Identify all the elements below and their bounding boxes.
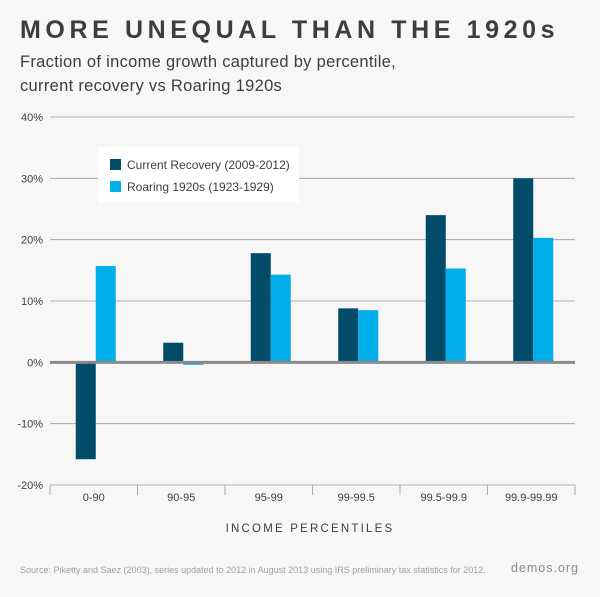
bar-current-99-99.5 bbox=[338, 308, 359, 363]
y-tick-label: 40% bbox=[21, 112, 43, 124]
y-tick-label: 30% bbox=[21, 173, 43, 185]
x-tick-label: 99.9-99.99 bbox=[505, 492, 558, 504]
x-tick-label: 0-90 bbox=[83, 492, 105, 504]
bar-current-99.9-99.99 bbox=[513, 178, 534, 363]
y-tick-label: 10% bbox=[21, 296, 43, 308]
legend-box bbox=[98, 147, 299, 203]
x-tick-label: 99.5-99.9 bbox=[421, 492, 467, 504]
legend-swatch-current bbox=[110, 159, 121, 170]
x-axis-ticks: 0-90 90-95 95-99 99-99.5 99.5-99.9 99.9-99.99 bbox=[49, 485, 576, 504]
bars bbox=[75, 178, 554, 460]
y-axis-ticks: -20% -10% 0% 10% 20% 30% 40% bbox=[17, 112, 43, 492]
chart-title: MORE UNEQUAL THAN THE 1920s bbox=[20, 16, 560, 44]
bar-current-95-99 bbox=[250, 253, 271, 363]
x-tick-label: 90-95 bbox=[167, 492, 195, 504]
y-tick-label: -20% bbox=[17, 480, 43, 492]
bar-roaring-99-99.5 bbox=[358, 310, 379, 363]
legend-swatch-roaring bbox=[110, 181, 121, 192]
source-note: Source: Piketty and Saez (2003), series … bbox=[20, 565, 486, 575]
x-tick-label: 95-99 bbox=[255, 492, 283, 504]
y-tick-label: 0% bbox=[27, 357, 43, 369]
brand-link[interactable]: demos.org bbox=[510, 561, 579, 575]
subtitle-line-2: current recovery vs Roaring 1920s bbox=[20, 77, 283, 95]
x-tick-label: 99-99.5 bbox=[338, 492, 375, 504]
legend-label-roaring: Roaring 1920s (1923-1929) bbox=[127, 180, 274, 194]
bar-current-99.5-99.9 bbox=[425, 215, 446, 363]
chart-subtitle: Fraction of income growth captured by pe… bbox=[20, 50, 580, 98]
bar-current-0-90 bbox=[75, 362, 96, 460]
bar-roaring-0-90 bbox=[95, 266, 116, 363]
subtitle-line-1: Fraction of income growth captured by pe… bbox=[20, 53, 397, 71]
bar-roaring-99.5-99.9 bbox=[445, 268, 466, 363]
bar-current-90-95 bbox=[163, 342, 184, 363]
x-axis-label: INCOME PERCENTILES bbox=[226, 523, 395, 535]
bar-roaring-95-99 bbox=[270, 274, 291, 363]
y-tick-label: -10% bbox=[17, 419, 43, 431]
legend: Current Recovery (2009-2012) Roaring 192… bbox=[98, 147, 299, 203]
legend-label-current: Current Recovery (2009-2012) bbox=[127, 158, 290, 172]
bar-roaring-99.9-99.99 bbox=[533, 237, 554, 363]
y-tick-label: 20% bbox=[21, 235, 43, 247]
